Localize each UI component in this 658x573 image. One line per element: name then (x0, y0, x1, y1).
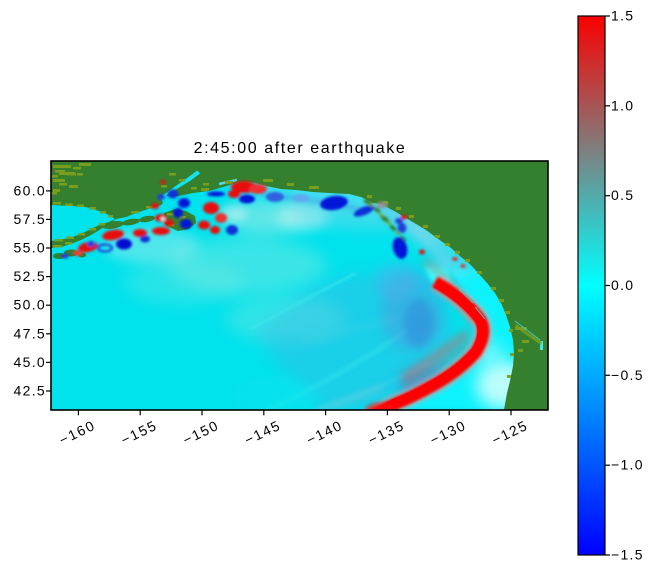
svg-text:55.0: 55.0 (14, 240, 46, 256)
svg-text:−160: −160 (57, 417, 98, 448)
svg-text:0.0: 0.0 (611, 277, 634, 293)
svg-text:60.0: 60.0 (14, 182, 46, 198)
svg-text:−155: −155 (118, 417, 159, 448)
svg-text:−1.5: −1.5 (611, 547, 644, 563)
svg-text:−140: −140 (304, 417, 345, 448)
svg-text:−145: −145 (242, 417, 283, 448)
svg-text:50.0: 50.0 (14, 297, 46, 313)
svg-text:42.5: 42.5 (14, 383, 46, 399)
svg-text:−125: −125 (489, 417, 530, 448)
svg-text:57.5: 57.5 (14, 211, 46, 227)
svg-text:1.5: 1.5 (611, 8, 634, 24)
svg-text:−135: −135 (366, 417, 407, 448)
svg-text:−150: −150 (180, 417, 221, 448)
svg-text:−0.5: −0.5 (611, 367, 644, 383)
svg-text:0.5: 0.5 (611, 187, 634, 203)
svg-text:−1.0: −1.0 (611, 457, 644, 473)
svg-text:−130: −130 (427, 417, 468, 448)
svg-text:52.5: 52.5 (14, 268, 46, 284)
svg-text:47.5: 47.5 (14, 325, 46, 341)
svg-text:45.0: 45.0 (14, 354, 46, 370)
svg-text:1.0: 1.0 (611, 97, 634, 113)
svg-text:2:45:00 after earthquake: 2:45:00 after earthquake (194, 140, 407, 157)
